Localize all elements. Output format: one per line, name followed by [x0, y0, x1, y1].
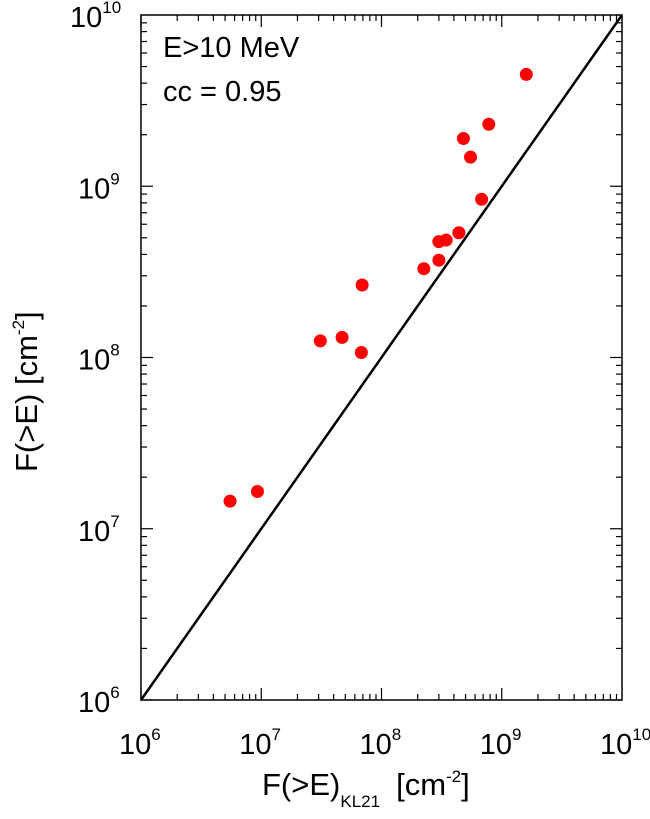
y-tick-label: 1010	[70, 0, 121, 34]
annotation-energy: E>10 MeV	[163, 32, 300, 64]
x-tick-label-exp: 6	[151, 725, 160, 744]
x-tick-label: 108	[360, 725, 402, 761]
y-axis-label: F(>E) [cm-2]	[9, 311, 44, 472]
x-tick-label-base: 10	[480, 729, 512, 761]
x-tick-label-exp: 9	[512, 725, 521, 744]
y-tick-label-exp: 6	[110, 683, 119, 702]
x-axis-label: F(>E)KL21 [cm-2]	[262, 767, 470, 811]
x-tick-label-exp: 10	[632, 725, 650, 744]
y-tick-label-exp: 7	[110, 512, 119, 531]
data-point	[250, 485, 264, 499]
x-tick-label-base: 10	[600, 729, 632, 761]
y-tick-label: 107	[78, 512, 120, 548]
identity-line	[139, 14, 624, 701]
y-tick-label-base: 10	[78, 345, 110, 377]
y-tick-label-base: 10	[78, 173, 110, 205]
data-point	[335, 330, 349, 344]
data-point	[439, 233, 453, 247]
data-point	[355, 278, 369, 292]
data-point	[519, 67, 533, 81]
axis-ticks	[140, 15, 622, 701]
x-tick-label-base: 10	[239, 729, 271, 761]
y-tick-label-base: 10	[78, 516, 110, 548]
x-tick-label-exp: 8	[392, 725, 401, 744]
y-axis-label-close: ]	[9, 311, 44, 320]
data-point	[475, 192, 489, 206]
data-point	[432, 253, 446, 267]
x-axis-label-sub: KL21	[340, 792, 380, 811]
y-tick-label: 109	[78, 169, 120, 205]
data-point	[452, 226, 466, 240]
x-axis-label-unit-close: ]	[461, 767, 470, 802]
data-point	[464, 150, 478, 164]
x-axis-label-unit: [cm	[396, 767, 446, 802]
x-tick-label: 109	[480, 725, 522, 761]
x-tick-label: 107	[239, 725, 281, 761]
x-tick-label-base: 10	[119, 729, 151, 761]
data-point	[482, 117, 496, 131]
x-tick-label: 106	[119, 725, 161, 761]
y-axis-label-main: F(>E) [cm	[9, 335, 44, 472]
y-tick-label: 106	[78, 683, 120, 719]
x-tick-label-exp: 7	[272, 725, 281, 744]
data-point	[417, 262, 431, 276]
y-tick-label-exp: 9	[110, 169, 119, 188]
y-tick-label-exp: 10	[102, 0, 121, 17]
y-tick-label-base: 10	[78, 687, 110, 719]
data-point	[313, 334, 327, 348]
y-axis-label-sup: -2	[9, 320, 28, 335]
x-tick-label: 1010	[600, 725, 650, 761]
data-point	[223, 494, 237, 508]
x-axis-label-main: F(>E)	[262, 767, 340, 802]
x-axis-label-unit-sup: -2	[446, 767, 461, 786]
x-tick-labels: 106 107 108 109 1010	[119, 725, 650, 761]
x-tick-label-base: 10	[360, 729, 392, 761]
y-tick-label-base: 10	[70, 2, 102, 34]
data-points	[223, 67, 533, 508]
annotation-cc: cc = 0.95	[163, 76, 282, 108]
y-tick-label-exp: 8	[110, 341, 119, 360]
data-point	[456, 132, 470, 146]
y-tick-label: 108	[78, 341, 120, 377]
data-point	[354, 345, 368, 359]
